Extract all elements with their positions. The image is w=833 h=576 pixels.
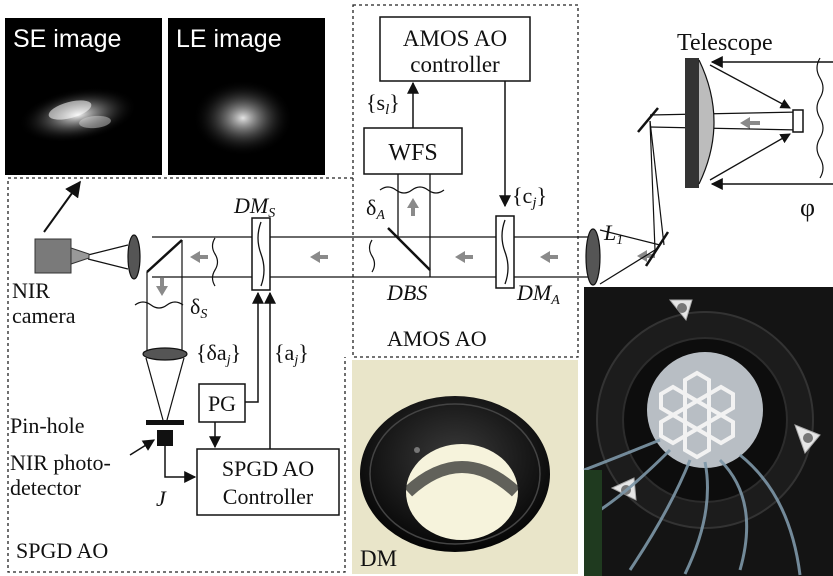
pg-to-dms-arrow: [245, 291, 264, 403]
telescope: Telescope φ: [677, 30, 833, 222]
dm-photo: DM: [352, 360, 578, 574]
fold-beam-left: [649, 120, 665, 246]
spgd-controller-box: [196, 448, 340, 516]
telescope-secondary: [792, 109, 804, 133]
delta-aj-label: {δaj}: [196, 340, 241, 368]
camera-focus-top: [87, 244, 129, 256]
j-label: J: [156, 486, 167, 511]
le-image-label: LE image: [176, 25, 282, 53]
pinhole-plate: [146, 420, 184, 425]
camera-lens: [127, 234, 141, 280]
delta-s-label: δS: [190, 294, 207, 322]
amos-ao-dashed-box: [352, 4, 579, 358]
l1-lens: [585, 228, 601, 286]
photodetector: [157, 430, 173, 446]
gray-arrow-5: [190, 251, 208, 263]
detector-cone-right: [166, 357, 185, 421]
nir-camera-snout: [70, 247, 90, 265]
fold-mirror-upper: [637, 107, 659, 133]
phi-label: φ: [800, 193, 815, 222]
telescope-label: Telescope: [677, 30, 773, 56]
l1-to-fold-top: [599, 229, 661, 246]
camera-focus-bottom: [87, 258, 129, 270]
delta-a-label: δA: [366, 195, 385, 223]
pg-box: [198, 383, 246, 423]
fold-beam-right: [649, 120, 656, 251]
delta-a-wavefront-2: [368, 239, 376, 273]
pinhole-label: Pin-hole: [10, 413, 85, 438]
dbs-splitter: [387, 227, 431, 271]
gray-arrow-3: [455, 251, 473, 263]
gray-arrow-down: [156, 278, 168, 296]
camera-splitter: [146, 239, 183, 273]
dma-label: DMA: [516, 280, 560, 308]
aj-label: {aj}: [274, 340, 309, 368]
gray-arrow-2: [540, 251, 558, 263]
amos-controller-label-1: AMOS AO: [403, 26, 507, 51]
gray-arrow-4: [310, 251, 328, 263]
l1-label: L1: [603, 220, 623, 248]
nir-detector-label-1: NIR photo-: [10, 450, 111, 475]
dbs-label: DBS: [386, 280, 427, 305]
gray-arrow-up: [407, 198, 419, 216]
detector-cone-left: [145, 357, 164, 421]
j-signal-arrow: [164, 446, 197, 483]
spgd-ao-label: SPGD AO: [16, 538, 108, 563]
amos-controller-box: [379, 16, 531, 82]
amos-ao-label: AMOS AO: [387, 326, 487, 351]
se-image-label: SE image: [13, 25, 121, 53]
fold-mirror-lower: [644, 231, 670, 267]
amos-controller-label-2: controller: [410, 52, 500, 77]
nir-camera-label-2: camera: [12, 303, 76, 328]
dms-surface: [257, 221, 265, 287]
spgd-ao-dashed-box: [7, 177, 353, 573]
reflected-ray-bottom: [709, 133, 791, 181]
telescope-beam-bottom: [649, 126, 801, 131]
nir-camera-label-1: NIR: [12, 278, 50, 303]
telescope-beam-top: [649, 111, 801, 116]
telescope-primary-mount: [685, 58, 699, 188]
sl-label: {sl}: [366, 90, 400, 118]
delta-a-wavefront: [379, 186, 445, 194]
wfs-label: WFS: [388, 140, 437, 166]
l1-to-fold-bottom: [599, 249, 656, 285]
spgd-controller-label-1: SPGD AO: [222, 456, 314, 481]
delta-s-wavefront: [211, 237, 219, 287]
dma-surface: [501, 219, 509, 285]
detector-lens: [142, 347, 188, 361]
detector-pointer-arrow: [129, 439, 156, 456]
pg-label: PG: [208, 391, 236, 416]
mount-photo: [583, 287, 833, 576]
wfs-box: [363, 127, 463, 175]
reflected-ray-top: [709, 64, 791, 109]
dms-label: DMS: [233, 193, 275, 221]
incoming-wavefront: [816, 57, 824, 179]
le-image-panel: LE image: [168, 18, 325, 175]
nir-detector-label-2: detector: [10, 475, 82, 500]
nir-camera-body: [34, 238, 72, 274]
spgd-controller-label-2: Controller: [223, 484, 314, 509]
cj-label: {cj}: [512, 183, 547, 211]
se-image-panel: SE image: [5, 18, 162, 175]
down-wavefront: [134, 301, 184, 309]
gray-arrow-telescope: [740, 117, 760, 129]
camera-to-images-arrow: [43, 180, 81, 233]
telescope-primary-mirror: [698, 59, 715, 185]
dm-photo-label: DM: [360, 546, 397, 571]
